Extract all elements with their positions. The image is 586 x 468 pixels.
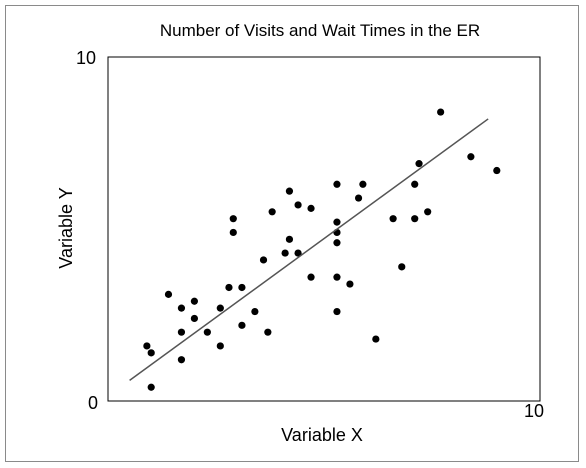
data-point [294,249,302,257]
y-tick-label-min: 0 [88,393,98,413]
data-point [294,201,302,209]
data-point [143,342,151,350]
data-point [203,328,211,336]
data-point [424,208,432,216]
data-point [164,290,173,298]
data-point [281,249,289,257]
trend-line [129,118,489,381]
data-point [268,208,276,216]
data-point [216,342,224,350]
y-axis-label: Variable Y [56,187,76,268]
x-axis-label: Variable X [281,425,363,445]
data-point [346,280,354,288]
data-point [177,304,186,312]
data-point [177,356,186,364]
chart-title: Number of Visits and Wait Times in the E… [160,21,480,40]
data-point [225,283,233,292]
data-point [229,228,237,237]
data-point [354,194,363,202]
data-point [359,180,367,188]
data-point [147,349,155,357]
data-point [333,218,341,226]
chart-frame [5,5,579,462]
data-point [259,256,268,264]
data-point [229,215,237,223]
data-point [264,328,272,336]
data-point [147,383,155,391]
data-point [415,160,423,168]
data-point [493,166,501,175]
data-point [177,328,186,336]
plot-area-border [107,56,541,402]
data-point [411,180,419,188]
data-point [251,307,259,316]
data-point [307,273,315,281]
data-point [389,215,397,223]
data-point [411,215,419,223]
y-tick-label-max: 10 [76,48,96,68]
data-point [333,273,341,281]
data-point [333,239,341,247]
data-point [216,304,224,312]
x-tick-label-max: 10 [524,401,544,421]
data-point [238,283,246,292]
data-point [285,187,294,195]
trendline-group [129,118,489,381]
data-point [398,263,406,271]
data-point [190,314,198,323]
data-points [143,108,501,391]
data-point [307,204,315,212]
data-point [467,153,475,161]
data-point [372,335,380,343]
data-point [285,235,294,243]
data-point [437,108,445,116]
data-point [190,297,198,305]
data-point [333,180,341,188]
data-point [238,321,246,329]
data-point [333,307,341,316]
